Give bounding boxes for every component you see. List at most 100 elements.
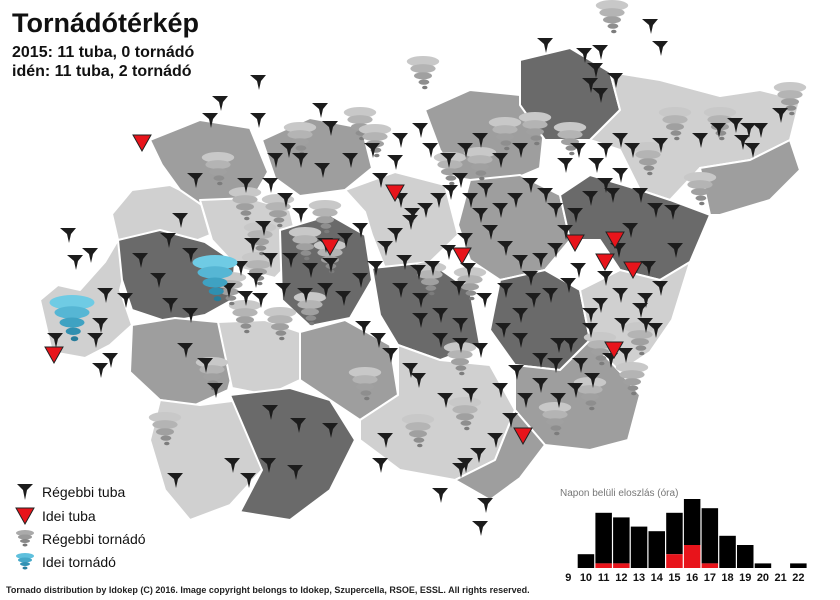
old-tuba-marker bbox=[617, 348, 633, 363]
old-tuba-marker bbox=[610, 243, 626, 258]
histogram-bar-old bbox=[683, 499, 701, 545]
old-tuba-marker bbox=[462, 193, 478, 208]
old-tuba-marker bbox=[476, 293, 492, 308]
old-tuba-marker bbox=[567, 383, 583, 398]
histogram-bar-old bbox=[630, 526, 648, 568]
old-tuba-marker bbox=[576, 48, 592, 63]
legend-label: Régebbi tornádó bbox=[42, 531, 146, 547]
old-tuba-marker bbox=[87, 333, 103, 348]
old-tuba-marker bbox=[460, 263, 476, 278]
legend-new-tornado: Idei tornádó bbox=[14, 551, 116, 573]
histogram-bar-new bbox=[701, 563, 719, 568]
new-tuba-marker bbox=[605, 231, 625, 250]
old-tuba-marker bbox=[370, 333, 386, 348]
histogram-title: Napon belüli eloszlás (óra) bbox=[560, 488, 679, 499]
new-tuba-marker bbox=[604, 341, 624, 360]
old-tuba-marker bbox=[150, 273, 166, 288]
legend-label: Idei tornádó bbox=[42, 554, 116, 570]
histogram-bar-old bbox=[666, 512, 683, 555]
old-tuba-marker bbox=[432, 308, 448, 323]
county-region bbox=[217, 319, 301, 396]
old-tuba-marker bbox=[232, 261, 248, 276]
old-tuba-marker bbox=[637, 318, 653, 333]
old-tornado-marker bbox=[308, 200, 342, 234]
new-tornado-marker bbox=[49, 295, 95, 342]
legend-label: Régebbi tuba bbox=[42, 484, 126, 500]
old-tuba-marker bbox=[584, 373, 600, 388]
old-tuba-marker bbox=[452, 463, 468, 478]
histogram-bar-old bbox=[754, 563, 772, 568]
old-tuba-marker bbox=[282, 253, 298, 268]
old-tuba-marker bbox=[727, 118, 743, 133]
old-tuba-marker bbox=[402, 363, 418, 378]
old-tuba-marker bbox=[477, 183, 493, 198]
old-tornado-marker bbox=[583, 332, 617, 366]
old-tuba-marker bbox=[202, 113, 218, 128]
old-tuba-marker bbox=[522, 271, 538, 286]
old-tuba-marker bbox=[550, 393, 566, 408]
old-tuba-marker bbox=[262, 178, 278, 193]
old-tuba-marker bbox=[352, 223, 368, 238]
old-tuba-marker bbox=[507, 193, 523, 208]
old-tuba-marker bbox=[364, 143, 380, 158]
histogram-tick-label: 18 bbox=[721, 572, 733, 584]
old-tuba-marker bbox=[607, 73, 623, 88]
old-tuba-marker bbox=[117, 293, 133, 308]
histogram-bar-old bbox=[648, 531, 665, 568]
old-tuba-marker bbox=[314, 163, 330, 178]
old-tuba-marker bbox=[570, 263, 586, 278]
old-tuba-marker bbox=[462, 388, 478, 403]
old-tuba-marker bbox=[410, 373, 426, 388]
red-triangle-icon bbox=[15, 507, 35, 526]
old-tuba-marker bbox=[592, 45, 608, 60]
old-tuba-marker bbox=[167, 473, 183, 488]
old-tuba-marker bbox=[612, 133, 628, 148]
old-tuba-marker bbox=[432, 488, 448, 503]
old-tuba-marker bbox=[396, 255, 412, 270]
old-tuba-marker bbox=[637, 293, 653, 308]
old-tuba-marker bbox=[322, 423, 338, 438]
county-region bbox=[229, 387, 356, 521]
old-tuba-marker bbox=[440, 153, 456, 168]
old-tuba-marker bbox=[382, 348, 398, 363]
old-tuba-marker bbox=[512, 333, 528, 348]
old-tuba-marker bbox=[624, 143, 640, 158]
old-tuba-marker bbox=[287, 465, 303, 480]
legend-new-tuba: Idei tuba bbox=[14, 505, 96, 527]
new-tuba-marker bbox=[565, 234, 585, 253]
old-tuba-marker bbox=[322, 121, 338, 136]
new-tuba-marker bbox=[44, 346, 64, 365]
gray-tornado-icon bbox=[16, 530, 34, 547]
old-tuba-marker bbox=[612, 288, 628, 303]
old-tuba-marker bbox=[664, 205, 680, 220]
histogram-bar-new bbox=[595, 563, 612, 568]
old-tuba-marker bbox=[492, 153, 508, 168]
old-tornado-marker bbox=[348, 367, 382, 401]
old-tuba-marker bbox=[570, 143, 586, 158]
legend-old-tornado: Régebbi tornádó bbox=[14, 528, 146, 550]
old-tuba-marker bbox=[250, 75, 266, 90]
old-tuba-marker bbox=[260, 458, 276, 473]
old-tuba-marker bbox=[622, 223, 638, 238]
old-tornado-marker bbox=[228, 300, 262, 334]
old-tuba-marker bbox=[752, 123, 768, 138]
old-tuba-marker bbox=[472, 208, 488, 223]
histogram-tick-label: 15 bbox=[668, 572, 680, 584]
old-tuba-marker bbox=[82, 248, 98, 263]
old-tornado-marker bbox=[623, 322, 657, 356]
county-region bbox=[149, 399, 271, 521]
old-tuba-marker bbox=[740, 123, 756, 138]
old-tuba-marker bbox=[487, 433, 503, 448]
old-tornado-marker bbox=[448, 397, 482, 431]
old-tuba-marker bbox=[250, 113, 266, 128]
new-tuba-marker bbox=[513, 427, 533, 446]
histogram-bar-new bbox=[613, 563, 630, 568]
old-tuba-marker bbox=[452, 338, 468, 353]
old-tuba-marker bbox=[262, 405, 278, 420]
old-tuba-marker bbox=[450, 281, 466, 296]
old-tuba-marker bbox=[367, 261, 383, 276]
histogram-bar-old bbox=[701, 508, 719, 564]
old-tornado-marker bbox=[413, 262, 447, 296]
old-tuba-marker bbox=[525, 293, 541, 308]
